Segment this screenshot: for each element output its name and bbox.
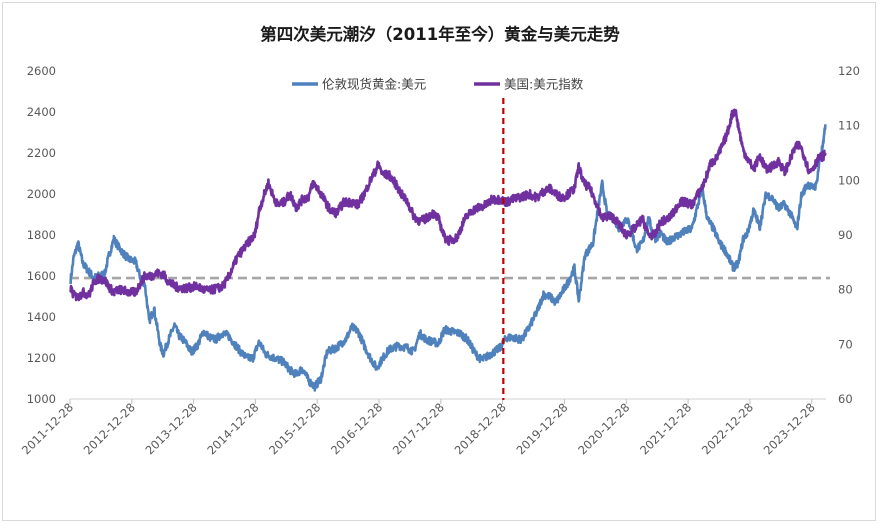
y-left-tick-label: 1000	[27, 392, 56, 406]
y-right-tick-label: 100	[838, 173, 860, 187]
x-tick-label: 2019-12-28	[513, 400, 570, 457]
x-tick-label: 2013-12-28	[143, 400, 200, 457]
y-left-tick-label: 2400	[27, 105, 56, 119]
x-tick-label: 2021-12-28	[637, 400, 694, 457]
y-left-tick-label: 1600	[27, 269, 56, 283]
x-tick-label: 2014-12-28	[204, 400, 261, 457]
x-tick-label: 2020-12-28	[575, 400, 632, 457]
chart-title: 第四次美元潮汐（2011年至今）黄金与美元走势	[260, 24, 620, 44]
y-left-tick-label: 1400	[27, 310, 56, 324]
legend-label-dxy: 美国:美元指数	[504, 77, 584, 92]
y-axis-left: 1000 1200 1400 1600 1800 2000 2200 2400 2600	[27, 64, 56, 406]
x-tick-label: 2012-12-28	[81, 400, 138, 457]
y-right-tick-label: 70	[838, 337, 853, 351]
x-tick-label: 2016-12-28	[328, 400, 385, 457]
plot-area	[69, 98, 830, 400]
y-right-tick-label: 110	[838, 119, 860, 133]
y-left-tick-label: 2600	[27, 64, 56, 78]
y-left-tick-label: 2000	[27, 187, 56, 201]
y-right-tick-label: 90	[838, 228, 853, 242]
y-right-tick-label: 80	[838, 283, 853, 297]
x-tick-label: 2017-12-28	[390, 400, 447, 457]
y-left-tick-label: 1200	[27, 351, 56, 365]
x-tick-label: 2015-12-28	[266, 400, 323, 457]
x-tick-label: 2011-12-28	[19, 400, 76, 457]
x-axis: 2011-12-28 2012-12-28 2013-12-28 2014-12-28…	[19, 398, 826, 457]
y-right-tick-label: 60	[838, 392, 853, 406]
series-dxy-line	[69, 108, 827, 302]
legend-label-gold: 伦敦现货黄金:美元	[322, 77, 426, 92]
y-left-tick-label: 1800	[27, 228, 56, 242]
y-axis-right: 60 70 80 90 100 110 120	[838, 64, 860, 406]
y-left-tick-label: 2200	[27, 146, 56, 160]
x-tick-label: 2018-12-28	[452, 400, 509, 457]
x-tick-label: 2023-12-28	[761, 400, 818, 457]
x-tick-label: 2022-12-28	[699, 400, 756, 457]
y-right-tick-label: 120	[838, 64, 860, 78]
legend: 伦敦现货黄金:美元 美国:美元指数	[292, 77, 584, 92]
